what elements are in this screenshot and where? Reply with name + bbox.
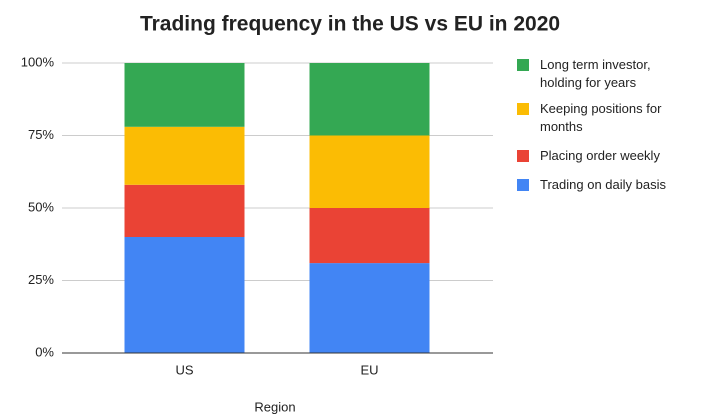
legend-swatch bbox=[517, 103, 529, 115]
legend-item: Long term investor, holding for years bbox=[517, 56, 697, 92]
bar-segment bbox=[124, 126, 245, 185]
chart-title: Trading frequency in the US vs EU in 202… bbox=[140, 13, 560, 36]
legend-label: Placing order weekly bbox=[540, 148, 660, 163]
bar-segment bbox=[309, 63, 430, 136]
legend-label: Trading on daily basis bbox=[540, 177, 666, 192]
bar-segment bbox=[124, 184, 245, 237]
legend-label: Keeping positions for months bbox=[540, 101, 662, 134]
x-axis-label: Region bbox=[254, 399, 295, 414]
legend-item: Placing order weekly bbox=[517, 147, 697, 165]
legend-item: Trading on daily basis bbox=[517, 176, 697, 194]
x-tick-label: EU bbox=[360, 362, 378, 377]
bar-segment bbox=[124, 237, 245, 353]
y-tick-label: 100% bbox=[21, 54, 55, 69]
bar-segment bbox=[124, 63, 245, 127]
legend-item: Keeping positions for months bbox=[517, 100, 697, 136]
x-tick-label: US bbox=[175, 362, 193, 377]
y-tick-label: 50% bbox=[28, 199, 54, 214]
y-tick-label: 0% bbox=[35, 344, 54, 359]
legend-swatch bbox=[517, 150, 529, 162]
y-tick-label: 25% bbox=[28, 272, 54, 287]
legend-label: Long term investor, holding for years bbox=[540, 57, 651, 90]
bar-segment bbox=[309, 135, 430, 208]
bar-segment bbox=[309, 263, 430, 353]
legend-swatch bbox=[517, 59, 529, 71]
y-tick-label: 75% bbox=[28, 127, 54, 142]
legend-swatch bbox=[517, 179, 529, 191]
bar-segment bbox=[309, 208, 430, 264]
